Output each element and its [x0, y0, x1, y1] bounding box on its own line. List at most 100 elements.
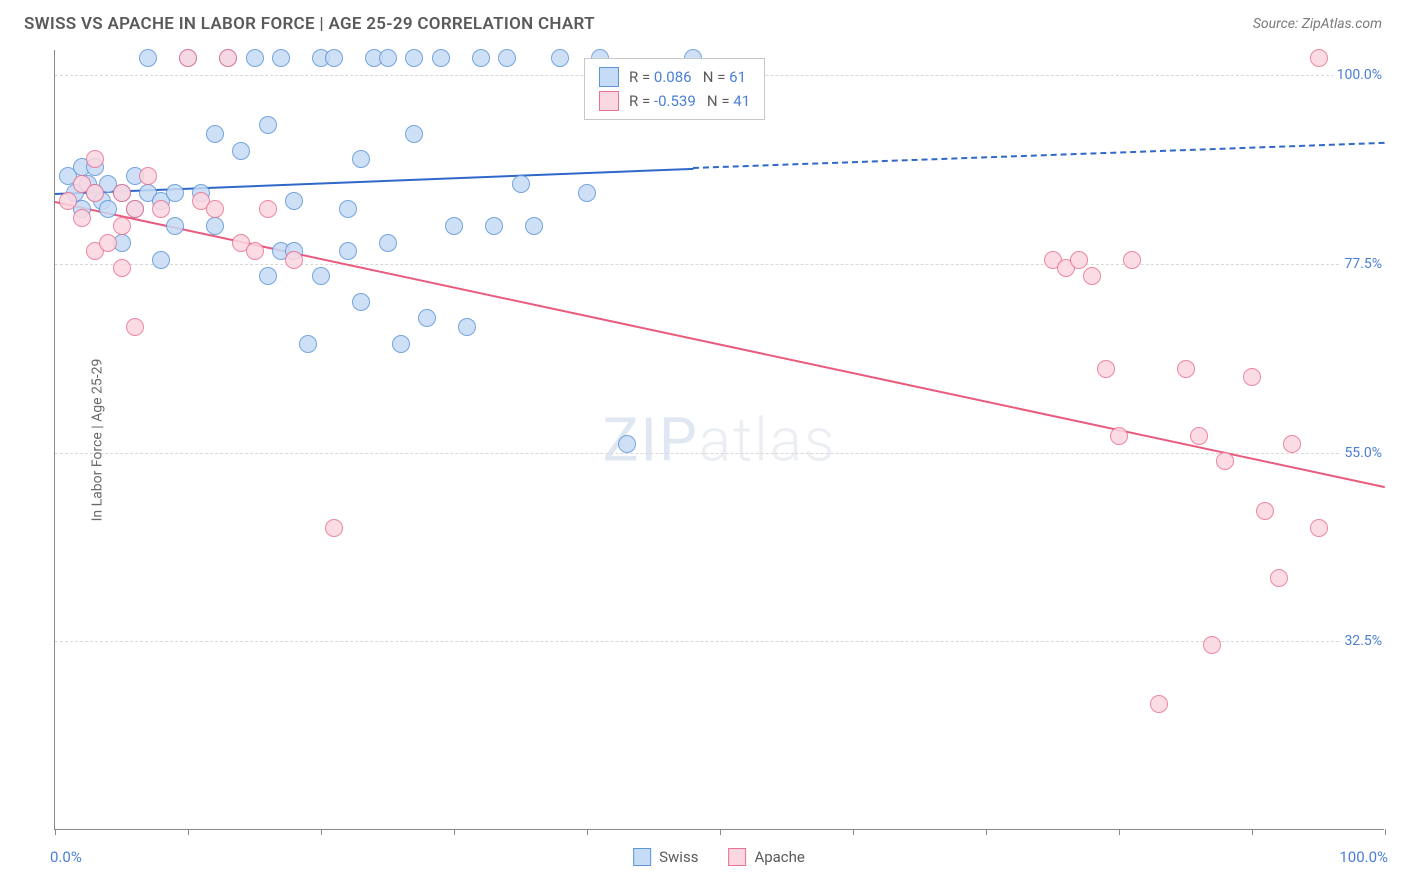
data-point	[126, 200, 144, 218]
chart-title: SWISS VS APACHE IN LABOR FORCE | AGE 25-…	[24, 14, 595, 34]
x-tick	[1119, 829, 1120, 835]
data-point	[1097, 360, 1115, 378]
trend-line	[693, 142, 1385, 169]
data-point	[206, 200, 224, 218]
series-legend-item: Swiss	[633, 848, 698, 866]
data-point	[445, 217, 463, 235]
correlation-legend: R = 0.086 N = 61 R = -0.539 N = 41	[584, 58, 765, 120]
data-point	[618, 435, 636, 453]
data-point	[1216, 452, 1234, 470]
data-point	[379, 234, 397, 252]
data-point	[99, 200, 117, 218]
legend-swatch	[633, 848, 651, 866]
data-point	[512, 175, 530, 193]
data-point	[219, 49, 237, 67]
legend-row: R = 0.086 N = 61	[599, 65, 750, 89]
data-point	[458, 318, 476, 336]
series-legend: Swiss Apache	[633, 848, 805, 866]
legend-row: R = -0.539 N = 41	[599, 89, 750, 113]
chart-source: Source: ZipAtlas.com	[1253, 16, 1382, 32]
data-point	[113, 259, 131, 277]
x-tick	[1385, 829, 1386, 835]
data-point	[152, 251, 170, 269]
data-point	[578, 184, 596, 202]
data-point	[86, 150, 104, 168]
x-tick	[454, 829, 455, 835]
data-point	[1283, 435, 1301, 453]
data-point	[1177, 360, 1195, 378]
data-point	[139, 49, 157, 67]
data-point	[1110, 427, 1128, 445]
data-point	[551, 49, 569, 67]
y-tick-label: 32.5%	[1340, 633, 1386, 649]
gridline	[55, 453, 1384, 454]
y-tick-label: 100.0%	[1333, 67, 1386, 83]
data-point	[1270, 569, 1288, 587]
x-tick	[1252, 829, 1253, 835]
data-point	[1083, 267, 1101, 285]
data-point	[113, 184, 131, 202]
watermark: ZIPatlas	[603, 404, 837, 475]
data-point	[206, 125, 224, 143]
data-point	[73, 209, 91, 227]
data-point	[352, 293, 370, 311]
data-point	[339, 242, 357, 260]
x-tick	[720, 829, 721, 835]
chart-header: SWISS VS APACHE IN LABOR FORCE | AGE 25-…	[0, 0, 1406, 44]
data-point	[206, 217, 224, 235]
data-point	[299, 335, 317, 353]
data-point	[1310, 49, 1328, 67]
x-axis-min-label: 0.0%	[50, 848, 82, 866]
data-point	[1150, 695, 1168, 713]
data-point	[339, 200, 357, 218]
data-point	[352, 150, 370, 168]
data-point	[1310, 519, 1328, 537]
data-point	[325, 519, 343, 537]
data-point	[152, 200, 170, 218]
x-tick	[853, 829, 854, 835]
data-point	[59, 192, 77, 210]
legend-swatch	[728, 848, 746, 866]
legend-text: R = 0.086 N = 61	[629, 68, 746, 86]
data-point	[1243, 368, 1261, 386]
data-point	[285, 251, 303, 269]
legend-label: Apache	[754, 848, 804, 866]
data-point	[259, 200, 277, 218]
data-point	[325, 49, 343, 67]
y-tick-label: 77.5%	[1340, 256, 1386, 272]
data-point	[113, 217, 131, 235]
data-point	[166, 217, 184, 235]
data-point	[272, 49, 290, 67]
data-point	[1070, 251, 1088, 269]
data-point	[405, 49, 423, 67]
x-tick	[321, 829, 322, 835]
data-point	[1256, 502, 1274, 520]
data-point	[379, 49, 397, 67]
x-tick	[587, 829, 588, 835]
data-point	[1123, 251, 1141, 269]
x-tick	[188, 829, 189, 835]
series-legend-item: Apache	[728, 848, 804, 866]
data-point	[432, 49, 450, 67]
data-point	[259, 116, 277, 134]
data-point	[139, 167, 157, 185]
data-point	[392, 335, 410, 353]
gridline	[55, 641, 1384, 642]
data-point	[405, 125, 423, 143]
data-point	[179, 49, 197, 67]
legend-text: R = -0.539 N = 41	[629, 92, 750, 110]
x-tick	[986, 829, 987, 835]
data-point	[99, 234, 117, 252]
data-point	[246, 49, 264, 67]
data-point	[1190, 427, 1208, 445]
chart-area: ZIPatlas 32.5%55.0%77.5%100.0% In Labor …	[54, 50, 1384, 830]
data-point	[498, 49, 516, 67]
x-tick	[55, 829, 56, 835]
x-axis-max-label: 100.0%	[1339, 848, 1388, 866]
data-point	[485, 217, 503, 235]
legend-label: Swiss	[659, 848, 698, 866]
gridline	[55, 264, 1384, 265]
data-point	[259, 267, 277, 285]
data-point	[126, 318, 144, 336]
data-point	[312, 267, 330, 285]
